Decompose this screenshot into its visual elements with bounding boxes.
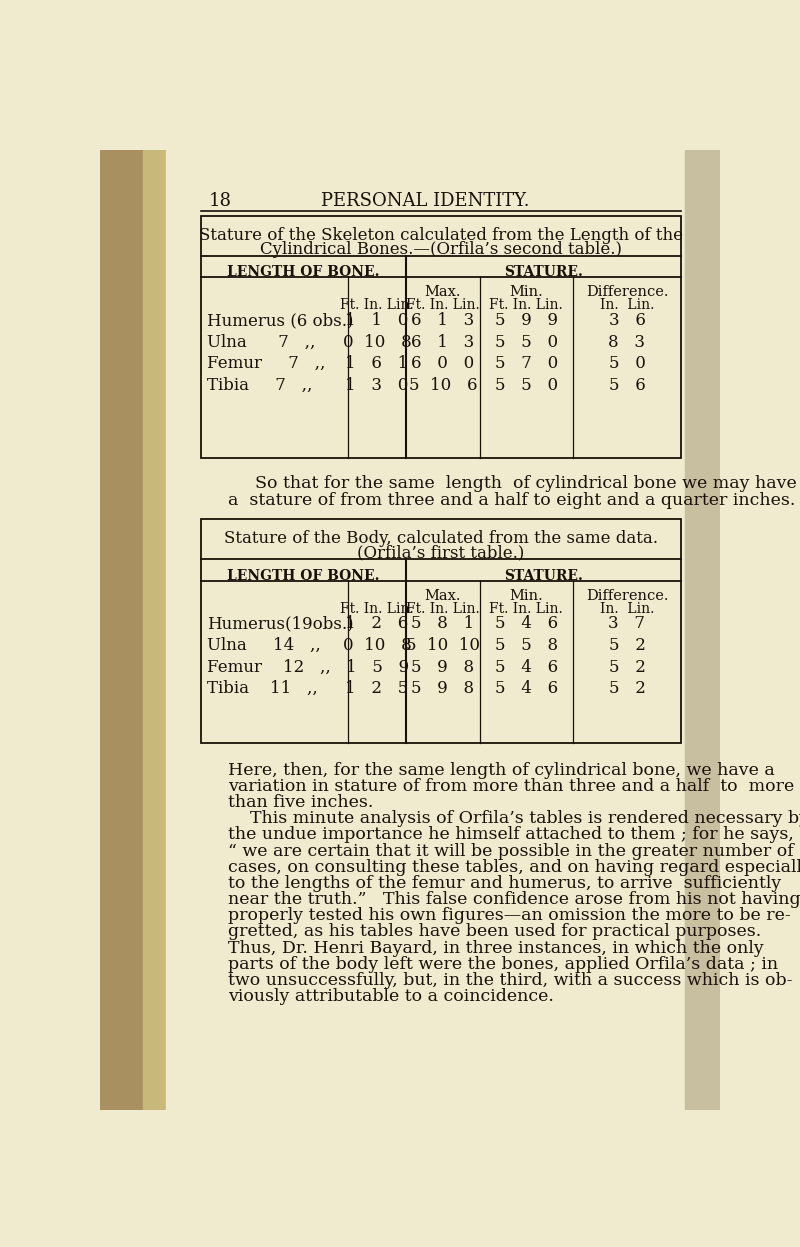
Text: 6   1   3: 6 1 3 <box>411 312 474 329</box>
Text: Ft. In. Lin.: Ft. In. Lin. <box>406 601 480 616</box>
Text: LENGTH OF BONE.: LENGTH OF BONE. <box>227 266 380 279</box>
Text: 5   8   1: 5 8 1 <box>411 616 474 632</box>
Text: Femur     7   ,,: Femur 7 ,, <box>207 355 326 373</box>
Text: Ft. In. Lin.: Ft. In. Lin. <box>340 601 414 616</box>
Text: Ft. In. Lin.: Ft. In. Lin. <box>340 298 414 312</box>
Text: 5   2: 5 2 <box>609 637 646 653</box>
Text: This minute analysis of Orfila’s tables is rendered necessary by: This minute analysis of Orfila’s tables … <box>228 811 800 827</box>
FancyBboxPatch shape <box>201 216 682 458</box>
Text: 5   6: 5 6 <box>609 377 646 394</box>
Text: 5   7   0: 5 7 0 <box>494 355 558 373</box>
Text: Difference.: Difference. <box>586 589 668 602</box>
Bar <box>142 150 166 1110</box>
Text: 5  10   6: 5 10 6 <box>409 377 477 394</box>
Text: 5   5   0: 5 5 0 <box>494 334 558 350</box>
Text: 1   1   0: 1 1 0 <box>346 312 409 329</box>
Text: 6   0   0: 6 0 0 <box>411 355 474 373</box>
Text: 18: 18 <box>209 192 231 209</box>
Text: Ft. In. Lin.: Ft. In. Lin. <box>406 298 480 312</box>
Text: PERSONAL IDENTITY.: PERSONAL IDENTITY. <box>322 192 530 209</box>
Text: 6   1   3: 6 1 3 <box>411 334 474 350</box>
Text: So that for the same  length  of cylindrical bone we may have: So that for the same length of cylindric… <box>255 475 797 491</box>
Text: Ft. In. Lin.: Ft. In. Lin. <box>490 298 563 312</box>
Text: near the truth.”   This false confidence arose from his not having: near the truth.” This false confidence a… <box>228 892 800 908</box>
Text: Ulna      7   ,,: Ulna 7 ,, <box>207 334 315 350</box>
Text: 1   2   6: 1 2 6 <box>346 616 409 632</box>
Text: Stature of the Body, calculated from the same data.: Stature of the Body, calculated from the… <box>224 530 658 547</box>
Text: properly tested his own figures—an omission the more to be re-: properly tested his own figures—an omiss… <box>228 908 790 924</box>
Text: to the lengths of the femur and humerus, to arrive  sufficiently: to the lengths of the femur and humerus,… <box>228 875 781 892</box>
Text: STATURE.: STATURE. <box>504 266 583 279</box>
Text: Max.: Max. <box>425 589 461 602</box>
Bar <box>100 150 142 1110</box>
Text: Tibia     7   ,,: Tibia 7 ,, <box>207 377 312 394</box>
Text: In.  Lin.: In. Lin. <box>600 601 654 616</box>
Text: 5   9   8: 5 9 8 <box>411 680 474 697</box>
Text: Stature of the Skeleton calculated from the Length of the: Stature of the Skeleton calculated from … <box>199 227 683 243</box>
Text: 1   5   9: 1 5 9 <box>346 658 409 676</box>
Text: Cylindrical Bones.—(Orfila’s second table.): Cylindrical Bones.—(Orfila’s second tabl… <box>260 241 622 257</box>
Text: 0  10   8: 0 10 8 <box>342 334 411 350</box>
Text: Difference.: Difference. <box>586 286 668 299</box>
Text: 5   9   9: 5 9 9 <box>494 312 558 329</box>
Text: 5   2: 5 2 <box>609 658 646 676</box>
Text: 1   6   1: 1 6 1 <box>346 355 409 373</box>
Text: 1   3   0: 1 3 0 <box>346 377 409 394</box>
Text: STATURE.: STATURE. <box>504 569 583 582</box>
Text: “ we are certain that it will be possible in the greater number of: “ we are certain that it will be possibl… <box>228 843 794 859</box>
Text: In.  Lin.: In. Lin. <box>600 298 654 312</box>
Text: cases, on consulting these tables, and on having regard especially: cases, on consulting these tables, and o… <box>228 859 800 875</box>
Text: (Orfila’s first table.): (Orfila’s first table.) <box>358 544 525 561</box>
Text: 5   5   8: 5 5 8 <box>494 637 558 653</box>
Text: Ulna     14   ,,: Ulna 14 ,, <box>207 637 321 653</box>
Text: the undue importance he himself attached to them ; for he says,: the undue importance he himself attached… <box>228 827 794 843</box>
Text: 5   0: 5 0 <box>609 355 646 373</box>
Text: 1   2   5: 1 2 5 <box>346 680 409 697</box>
Text: Femur    12   ,,: Femur 12 ,, <box>207 658 330 676</box>
Text: 5   5   0: 5 5 0 <box>494 377 558 394</box>
Text: 5  10  10: 5 10 10 <box>406 637 480 653</box>
Text: 3   6: 3 6 <box>609 312 646 329</box>
Text: Tibia    11   ,,: Tibia 11 ,, <box>207 680 318 697</box>
Text: 5   4   6: 5 4 6 <box>494 616 558 632</box>
Text: 0  10   8: 0 10 8 <box>342 637 411 653</box>
Bar <box>685 150 720 1110</box>
FancyBboxPatch shape <box>201 519 682 742</box>
Text: than five inches.: than five inches. <box>228 794 374 811</box>
Text: variation in stature of from more than three and a half  to  more: variation in stature of from more than t… <box>228 778 794 794</box>
Text: 8   3: 8 3 <box>609 334 646 350</box>
Text: Humerus(19obs.): Humerus(19obs.) <box>207 616 354 632</box>
Text: Min.: Min. <box>510 286 543 299</box>
Text: Humerus (6 obs.): Humerus (6 obs.) <box>207 312 354 329</box>
Text: Thus, Dr. Henri Bayard, in three instances, in which the only: Thus, Dr. Henri Bayard, in three instanc… <box>228 940 764 956</box>
Text: Ft. In. Lin.: Ft. In. Lin. <box>490 601 563 616</box>
Text: 5   4   6: 5 4 6 <box>494 680 558 697</box>
Text: 5   2: 5 2 <box>609 680 646 697</box>
Text: gretted, as his tables have been used for practical purposes.: gretted, as his tables have been used fo… <box>228 924 761 940</box>
Text: a  stature of from three and a half to eight and a quarter inches.: a stature of from three and a half to ei… <box>228 491 795 509</box>
Text: LENGTH OF BONE.: LENGTH OF BONE. <box>227 569 380 582</box>
Text: Here, then, for the same length of cylindrical bone, we have a: Here, then, for the same length of cylin… <box>228 762 774 779</box>
Text: 5   9   8: 5 9 8 <box>411 658 474 676</box>
Text: two unsuccessfully, but, in the third, with a success which is ob-: two unsuccessfully, but, in the third, w… <box>228 971 792 989</box>
Bar <box>166 150 720 1110</box>
Text: Min.: Min. <box>510 589 543 602</box>
Text: 3   7: 3 7 <box>609 616 646 632</box>
Text: viously attributable to a coincidence.: viously attributable to a coincidence. <box>228 988 554 1005</box>
Text: parts of the body left were the bones, applied Orfila’s data ; in: parts of the body left were the bones, a… <box>228 956 778 973</box>
Text: Max.: Max. <box>425 286 461 299</box>
Text: 5   4   6: 5 4 6 <box>494 658 558 676</box>
